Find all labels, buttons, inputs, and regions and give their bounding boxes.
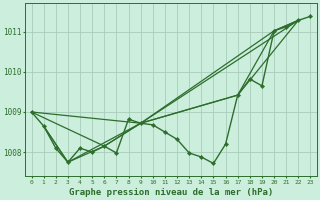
X-axis label: Graphe pression niveau de la mer (hPa): Graphe pression niveau de la mer (hPa): [69, 188, 273, 197]
